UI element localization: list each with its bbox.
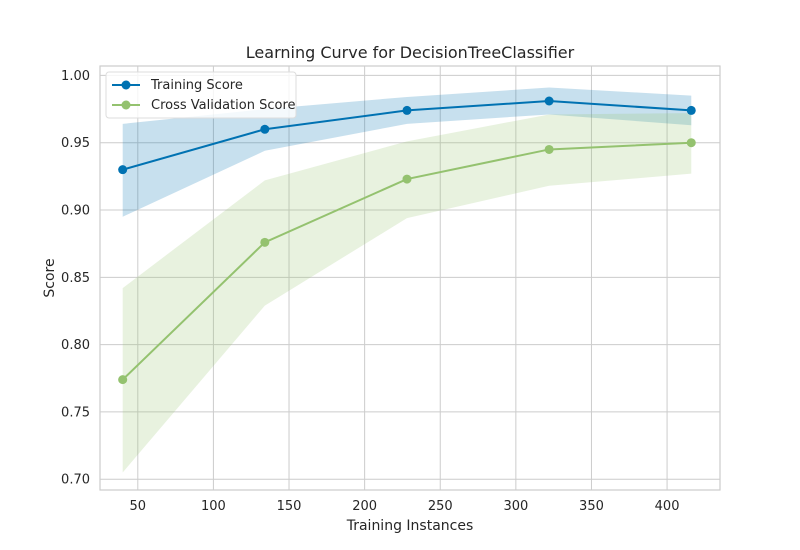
series-points: [118, 96, 696, 385]
legend: Training Score Cross Validation Score: [105, 71, 297, 119]
x-tick-label: 250: [428, 499, 453, 514]
x-tick-label: 400: [655, 499, 680, 514]
y-tick-label: 0.70: [61, 473, 90, 488]
x-tick-label: 350: [579, 499, 604, 514]
y-tick-label: 0.90: [61, 204, 90, 219]
legend-box: [105, 71, 297, 119]
chart-title: Learning Curve for DecisionTreeClassifie…: [246, 43, 575, 62]
point-cross-validation-score: [260, 237, 270, 247]
y-tick-label: 0.75: [61, 405, 90, 420]
legend-marker-cross-validation: [121, 100, 131, 110]
point-training-score: [260, 124, 270, 134]
y-tick-label: 0.95: [61, 136, 90, 151]
point-cross-validation-score: [402, 174, 412, 184]
plot-area: [100, 66, 720, 490]
legend-item-cross-validation: Cross Validation Score: [112, 98, 296, 113]
point-cross-validation-score: [544, 144, 554, 154]
x-tick-label: 50: [130, 499, 147, 514]
legend-item-training: Training Score: [112, 78, 243, 93]
x-tick-label: 200: [352, 499, 377, 514]
point-training-score: [402, 105, 412, 115]
point-cross-validation-score: [686, 138, 696, 148]
y-tick-label: 1.00: [61, 69, 90, 84]
legend-label-cross-validation: Cross Validation Score: [151, 98, 296, 113]
legend-marker-training: [121, 80, 131, 90]
x-axis-label: Training Instances: [346, 518, 474, 534]
point-training-score: [544, 96, 554, 106]
legend-label-training: Training Score: [150, 78, 243, 93]
confidence-bands: [122, 87, 692, 473]
x-tick-label: 150: [277, 499, 302, 514]
y-axis-ticks: 0.70 0.75 0.80 0.85 0.90 0.95 1.00: [61, 69, 90, 488]
y-axis-label: Score: [42, 258, 58, 297]
point-training-score: [118, 165, 128, 175]
band-training-score: [122, 87, 692, 217]
band-cross-validation-score: [122, 113, 692, 473]
x-axis-ticks: 50 100 150 200 250 300 350 400: [130, 499, 680, 514]
point-training-score: [686, 105, 696, 115]
grid: [100, 66, 720, 490]
y-tick-label: 0.85: [61, 271, 90, 286]
y-tick-label: 0.80: [61, 338, 90, 353]
x-tick-label: 300: [503, 499, 528, 514]
plot-frame: [99, 65, 721, 491]
point-cross-validation-score: [118, 375, 128, 385]
x-tick-label: 100: [201, 499, 226, 514]
